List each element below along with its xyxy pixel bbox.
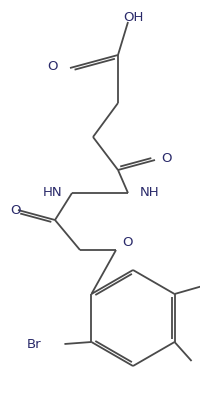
Text: NH: NH: [139, 187, 159, 199]
Text: O: O: [10, 203, 20, 217]
Text: Br: Br: [27, 338, 41, 351]
Text: OH: OH: [122, 11, 142, 24]
Text: O: O: [121, 236, 132, 250]
Text: O: O: [47, 59, 58, 72]
Text: HN: HN: [42, 187, 62, 199]
Text: O: O: [160, 152, 171, 164]
